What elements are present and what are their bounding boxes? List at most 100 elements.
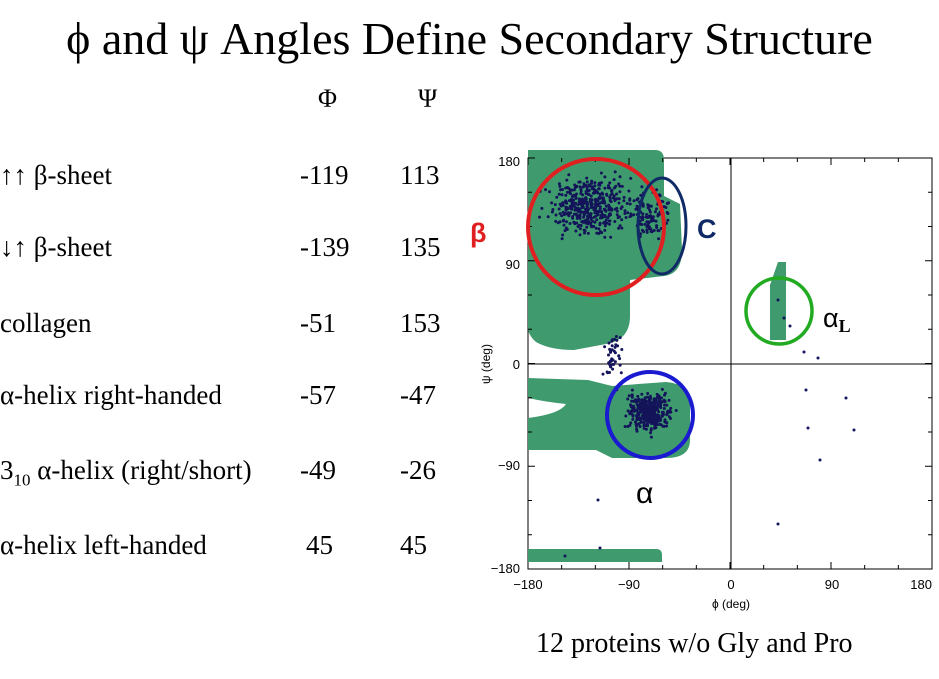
table-row: 310 α-helix (right/short) -49 -26 — [0, 455, 460, 495]
data-point — [608, 212, 612, 216]
data-point — [653, 421, 656, 425]
psi-value: 45 — [400, 530, 427, 560]
structure-name: ↑↑ β-sheet — [0, 160, 112, 190]
data-point — [603, 186, 607, 190]
data-point — [644, 402, 648, 406]
data-point — [604, 209, 608, 213]
data-point — [643, 222, 647, 226]
data-point — [644, 427, 648, 431]
data-point — [617, 201, 621, 205]
data-point — [601, 200, 605, 204]
data-point — [582, 215, 586, 219]
data-point — [594, 226, 598, 230]
data-point — [665, 403, 669, 407]
data-point — [567, 173, 571, 177]
data-point — [639, 193, 643, 197]
data-point — [582, 200, 585, 203]
data-point — [615, 192, 619, 196]
data-point — [637, 413, 641, 417]
data-point — [576, 225, 580, 228]
data-point — [570, 205, 574, 209]
data-point — [782, 316, 786, 320]
data-point — [665, 421, 669, 425]
data-point — [584, 200, 588, 204]
data-point — [644, 418, 648, 422]
data-point — [650, 219, 653, 223]
data-point — [663, 403, 666, 407]
data-point — [550, 210, 554, 214]
table-row: ↑↑ β-sheet -119 113 — [0, 160, 460, 200]
data-point — [580, 203, 584, 207]
data-point — [610, 344, 614, 348]
table-row: collagen -51 153 — [0, 308, 460, 348]
data-point — [561, 201, 565, 205]
data-point — [610, 192, 614, 196]
data-point — [596, 191, 600, 195]
data-point — [844, 396, 848, 400]
data-point — [601, 197, 605, 200]
data-point — [613, 207, 617, 211]
data-point — [625, 202, 629, 205]
data-point — [656, 419, 660, 423]
psi-value: -26 — [400, 455, 436, 485]
data-point — [587, 193, 591, 197]
data-point — [596, 209, 600, 213]
data-point — [641, 212, 645, 216]
data-point — [668, 415, 671, 419]
data-point — [649, 431, 652, 435]
data-point — [565, 220, 568, 224]
phi-value: -57 — [300, 380, 336, 410]
data-point — [579, 192, 583, 195]
data-point — [655, 408, 659, 412]
data-point — [645, 395, 649, 399]
alpha-circle — [605, 370, 695, 460]
data-point — [612, 362, 616, 366]
slide-title: ϕ and ψ Angles Define Secondary Structur… — [66, 13, 873, 64]
data-point — [569, 211, 573, 215]
phi-value: -49 — [300, 455, 336, 485]
data-point — [558, 202, 562, 206]
data-point — [655, 207, 658, 211]
data-point — [674, 409, 678, 412]
data-point — [628, 202, 632, 206]
data-point — [667, 398, 671, 402]
data-point — [558, 184, 562, 188]
data-point — [605, 221, 609, 225]
data-point — [593, 184, 597, 188]
data-point — [581, 185, 585, 189]
data-point — [595, 198, 599, 202]
data-point — [629, 176, 633, 180]
data-point — [578, 207, 582, 211]
data-point — [657, 229, 661, 233]
data-point — [620, 184, 624, 188]
data-point — [560, 214, 564, 218]
data-point — [637, 422, 641, 426]
data-point — [646, 392, 650, 395]
x-tick-label: −90 — [618, 577, 640, 592]
data-point — [645, 213, 649, 216]
data-point — [629, 403, 632, 407]
data-point — [663, 418, 667, 422]
data-point — [659, 396, 663, 400]
data-point — [640, 217, 644, 221]
data-point — [594, 201, 598, 205]
data-point — [565, 205, 568, 209]
data-point — [637, 397, 641, 401]
data-point — [655, 226, 659, 229]
data-point — [602, 207, 606, 211]
x-tick-label: −180 — [513, 577, 542, 592]
data-point — [572, 212, 576, 216]
data-point — [624, 414, 628, 418]
data-point — [591, 186, 595, 190]
psi-value: 153 — [400, 308, 441, 338]
data-point — [648, 396, 652, 400]
data-point — [589, 194, 593, 198]
data-point — [610, 188, 614, 192]
data-point — [575, 207, 579, 211]
data-point — [635, 424, 638, 428]
data-point — [564, 193, 568, 197]
data-point — [574, 195, 578, 198]
data-point — [546, 215, 550, 219]
data-point — [597, 227, 601, 231]
data-point — [647, 406, 651, 409]
